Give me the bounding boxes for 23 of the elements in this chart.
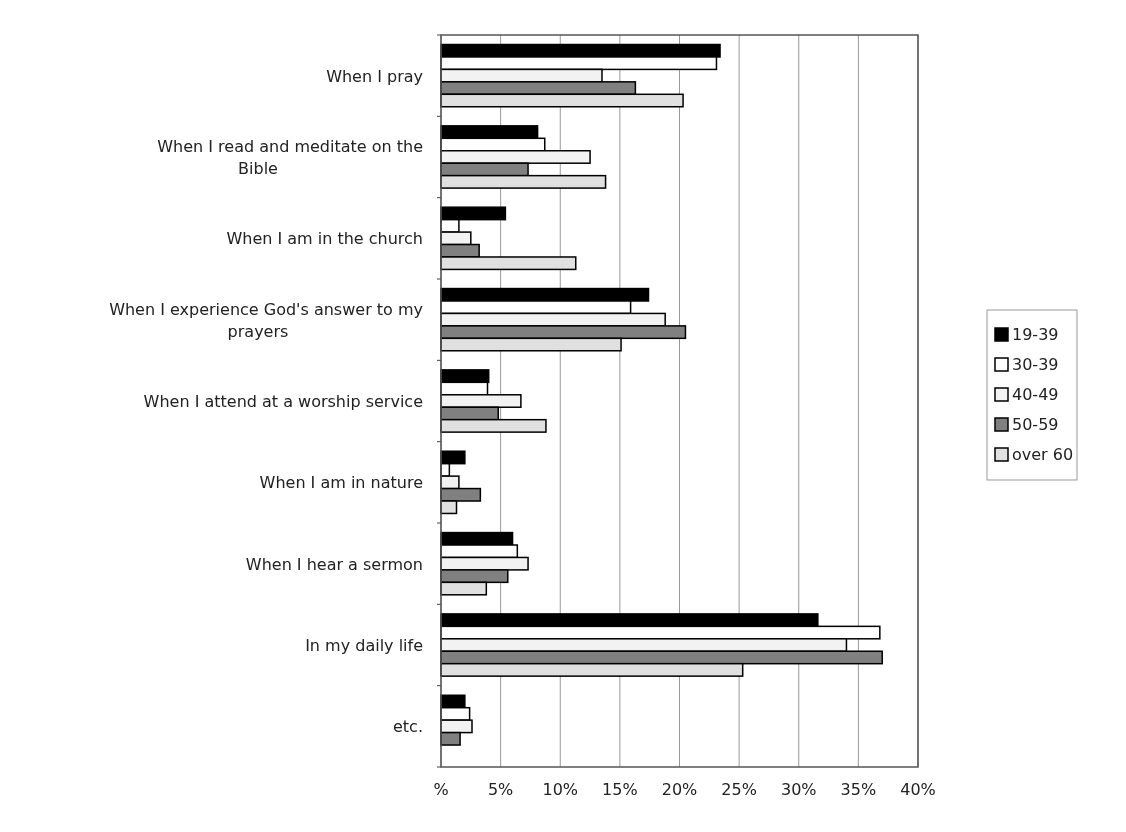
- y-tick-label: When I am in nature: [259, 473, 423, 493]
- x-tick-label: %: [433, 780, 449, 799]
- y-tick-label: When I hear a sermon: [245, 554, 423, 574]
- x-tick-label: 30%: [780, 780, 817, 799]
- x-tick-label: 5%: [487, 780, 514, 799]
- y-tick-label: When I experience God's answer to my prayers: [109, 299, 423, 341]
- x-tick-label: 25%: [721, 780, 757, 799]
- y-tick-label: When I am in the church: [226, 229, 423, 249]
- y-tick-label: In my daily life: [305, 636, 423, 656]
- x-tick-label: 20%: [661, 780, 698, 799]
- x-tick-label: 15%: [602, 780, 638, 799]
- y-tick-label: etc.: [393, 717, 423, 737]
- y-tick-label: When I read and meditate on the Bible: [157, 136, 423, 178]
- x-tick-label: 10%: [542, 780, 579, 799]
- legend-label: 19-39: [1012, 325, 1059, 344]
- x-tick-label: 40%: [900, 780, 936, 799]
- x-tick-label: 35%: [840, 780, 877, 799]
- y-tick-label: When I pray: [326, 66, 423, 86]
- legend-label: 30-39: [1012, 355, 1059, 374]
- legend-label: over 60: [1012, 445, 1074, 464]
- legend-label: 50-59: [1012, 415, 1059, 434]
- legend-label: 40-49: [1012, 385, 1059, 404]
- y-tick-label: When I attend at a worship service: [143, 392, 423, 411]
